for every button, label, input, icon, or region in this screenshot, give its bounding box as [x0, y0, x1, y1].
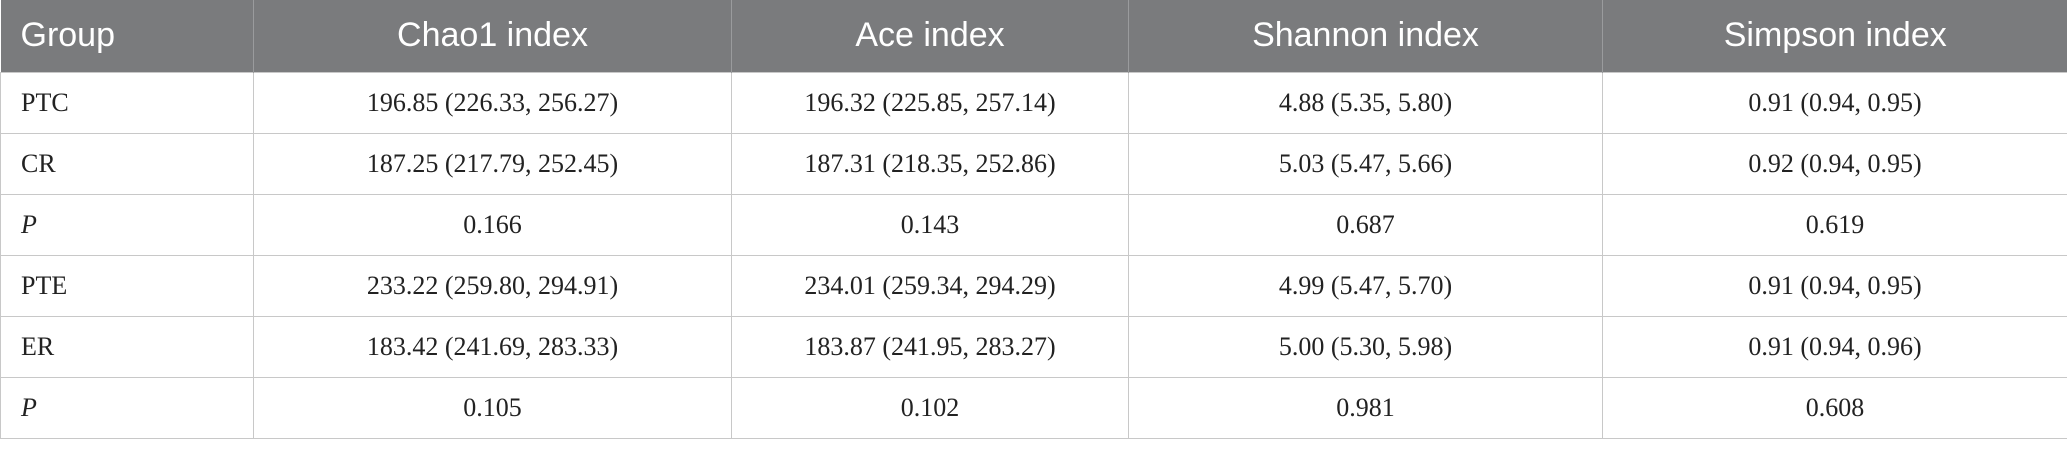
cell-simpson: 0.91 (0.94, 0.95) [1602, 254, 2067, 316]
header-simpson-index: Simpson index [1602, 0, 2067, 72]
cell-ace: 0.143 [731, 193, 1129, 255]
table-row: P 0.166 0.143 0.687 0.619 [0, 193, 2067, 255]
cell-group: P [0, 376, 254, 439]
table-row: P 0.105 0.102 0.981 0.608 [0, 376, 2067, 439]
table-body: PTC 196.85 (226.33, 256.27) 196.32 (225.… [0, 71, 2067, 439]
cell-ace: 234.01 (259.34, 294.29) [731, 254, 1129, 316]
cell-shannon: 5.03 (5.47, 5.66) [1128, 132, 1603, 194]
cell-ace: 0.102 [731, 376, 1129, 439]
header-chao1-index: Chao1 index [253, 0, 732, 72]
cell-simpson: 0.619 [1602, 193, 2067, 255]
cell-ace: 187.31 (218.35, 252.86) [731, 132, 1129, 194]
cell-simpson: 0.91 (0.94, 0.95) [1602, 71, 2067, 133]
cell-group: P [0, 193, 254, 255]
cell-shannon: 0.981 [1128, 376, 1603, 439]
cell-simpson: 0.91 (0.94, 0.96) [1602, 315, 2067, 377]
cell-chao1: 0.166 [253, 193, 732, 255]
cell-chao1: 0.105 [253, 376, 732, 439]
cell-group: PTE [0, 254, 254, 316]
cell-chao1: 233.22 (259.80, 294.91) [253, 254, 732, 316]
cell-ace: 196.32 (225.85, 257.14) [731, 71, 1129, 133]
cell-chao1: 196.85 (226.33, 256.27) [253, 71, 732, 133]
cell-ace: 183.87 (241.95, 283.27) [731, 315, 1129, 377]
header-group: Group [0, 0, 254, 72]
cell-group: ER [0, 315, 254, 377]
cell-chao1: 187.25 (217.79, 252.45) [253, 132, 732, 194]
cell-chao1: 183.42 (241.69, 283.33) [253, 315, 732, 377]
diversity-index-table: Group Chao1 index Ace index Shannon inde… [0, 0, 2067, 439]
header-row: Group Chao1 index Ace index Shannon inde… [0, 0, 2067, 72]
header-shannon-index: Shannon index [1128, 0, 1603, 72]
cell-shannon: 4.99 (5.47, 5.70) [1128, 254, 1603, 316]
cell-group: PTC [0, 71, 254, 133]
cell-simpson: 0.92 (0.94, 0.95) [1602, 132, 2067, 194]
table-row: PTC 196.85 (226.33, 256.27) 196.32 (225.… [0, 71, 2067, 133]
table-row: CR 187.25 (217.79, 252.45) 187.31 (218.3… [0, 132, 2067, 194]
cell-group: CR [0, 132, 254, 194]
cell-simpson: 0.608 [1602, 376, 2067, 439]
table-row: PTE 233.22 (259.80, 294.91) 234.01 (259.… [0, 254, 2067, 316]
cell-shannon: 0.687 [1128, 193, 1603, 255]
header-ace-index: Ace index [731, 0, 1129, 72]
table-header: Group Chao1 index Ace index Shannon inde… [0, 0, 2067, 72]
cell-shannon: 5.00 (5.30, 5.98) [1128, 315, 1603, 377]
table-row: ER 183.42 (241.69, 283.33) 183.87 (241.9… [0, 315, 2067, 377]
cell-shannon: 4.88 (5.35, 5.80) [1128, 71, 1603, 133]
